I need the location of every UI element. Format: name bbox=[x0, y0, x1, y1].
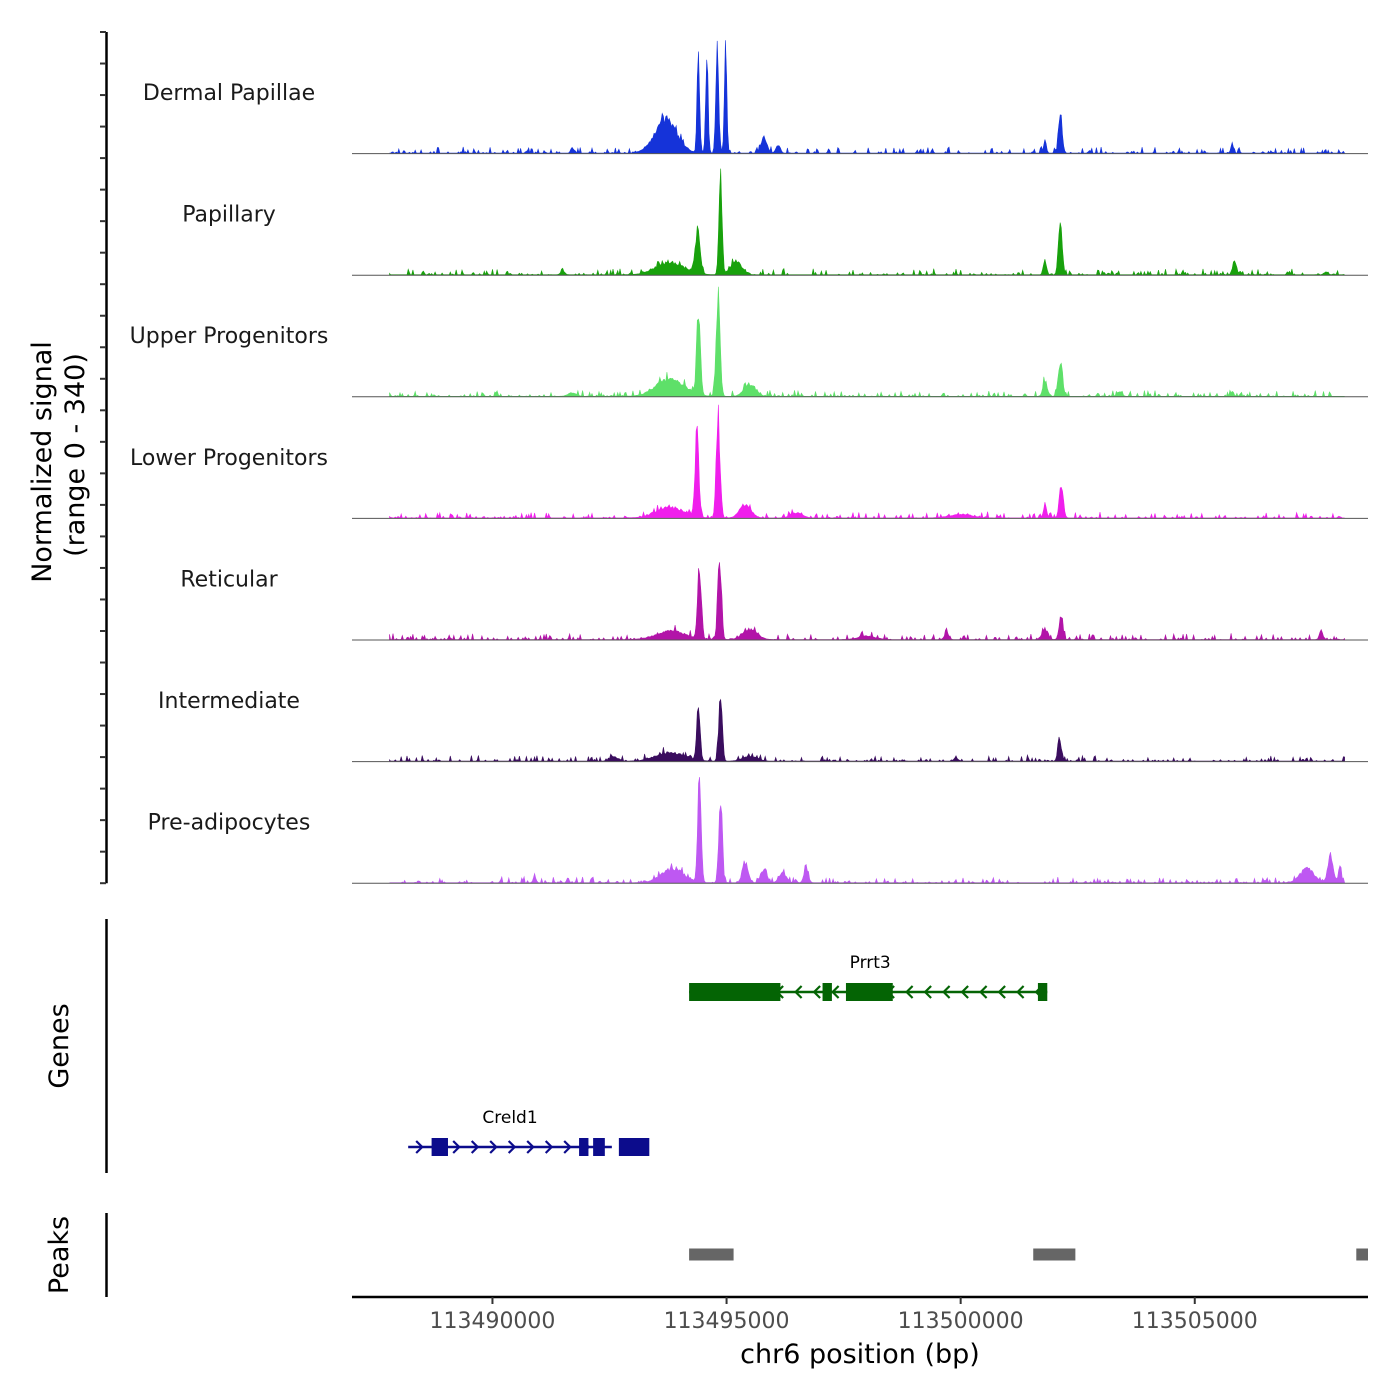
x-tick-label: 113490000 bbox=[429, 1309, 555, 1334]
strand-arrow bbox=[979, 985, 988, 999]
strand-arrow bbox=[452, 1140, 461, 1154]
strand-arrow bbox=[794, 985, 803, 999]
track-label: Lower Progenitors bbox=[130, 446, 328, 471]
x-tick-label: 113495000 bbox=[664, 1309, 790, 1334]
gene-exon bbox=[618, 1138, 650, 1156]
peak-region bbox=[689, 1248, 734, 1261]
y-axis-subtitle: (range 0 - 340) bbox=[60, 353, 91, 557]
signal-area bbox=[389, 776, 1345, 884]
track-label: Pre-adipocytes bbox=[148, 811, 311, 836]
signal-track bbox=[352, 40, 1368, 155]
genes-track-label: Genes bbox=[44, 1003, 75, 1088]
gene-creld1: Creld1 bbox=[408, 1108, 650, 1156]
y-axis-title: Normalized signal bbox=[27, 341, 58, 583]
signal-area bbox=[389, 286, 1345, 398]
gene-prrt3: Prrt3 bbox=[689, 953, 1048, 1001]
signal-track bbox=[352, 698, 1368, 763]
x-tick-label: 113500000 bbox=[898, 1309, 1024, 1334]
gene-label: Creld1 bbox=[482, 1108, 537, 1128]
gene-exon bbox=[593, 1138, 605, 1156]
signal-track bbox=[352, 168, 1368, 276]
gene-exon bbox=[1037, 983, 1048, 1001]
x-axis: 113490000 113495000 113500000 113505000 bbox=[352, 1295, 1368, 1334]
strand-arrow bbox=[526, 1140, 535, 1154]
strand-arrow bbox=[942, 985, 951, 999]
signal-track bbox=[352, 286, 1368, 398]
peak-region bbox=[1356, 1248, 1368, 1261]
x-tick-label: 113505000 bbox=[1132, 1309, 1258, 1334]
signal-track bbox=[352, 562, 1368, 641]
peak-track bbox=[105, 1213, 1368, 1297]
gene-track: Prrt3 Creld1 bbox=[105, 919, 1048, 1173]
track-label: Upper Progenitors bbox=[130, 324, 329, 349]
strand-arrow bbox=[812, 985, 821, 999]
strand-arrow bbox=[544, 1140, 554, 1154]
signal-area bbox=[389, 168, 1345, 276]
signal-area bbox=[389, 562, 1345, 641]
track-label: Papillary bbox=[182, 203, 276, 228]
strand-arrow bbox=[470, 1140, 480, 1154]
strand-arrow bbox=[489, 1140, 498, 1154]
gene-exon bbox=[579, 1138, 589, 1156]
signal-axis bbox=[100, 31, 108, 885]
strand-arrow bbox=[507, 1140, 517, 1154]
gene-exon bbox=[431, 1138, 448, 1156]
track-label: Dermal Papillae bbox=[143, 81, 315, 106]
signal-track bbox=[352, 404, 1368, 520]
gene-exon bbox=[689, 983, 781, 1001]
coverage-tracks bbox=[352, 40, 1368, 884]
strand-arrow bbox=[831, 985, 840, 999]
signal-area bbox=[389, 40, 1346, 155]
strand-arrow bbox=[1016, 985, 1025, 999]
strand-arrow bbox=[563, 1140, 572, 1154]
gene-exon bbox=[822, 983, 832, 1001]
signal-area bbox=[389, 404, 1345, 520]
gene-exon bbox=[845, 983, 893, 1001]
gene-label: Prrt3 bbox=[850, 953, 891, 973]
peak-region bbox=[1033, 1248, 1076, 1261]
track-label: Intermediate bbox=[158, 689, 300, 714]
track-label: Reticular bbox=[180, 567, 278, 592]
strand-arrow bbox=[960, 985, 969, 999]
x-axis-title: chr6 position (bp) bbox=[740, 1339, 980, 1370]
strand-arrow bbox=[905, 985, 914, 999]
strand-arrow bbox=[997, 985, 1006, 999]
strand-arrow bbox=[923, 985, 932, 999]
signal-track bbox=[352, 776, 1368, 884]
signal-area bbox=[389, 698, 1345, 763]
track-labels: Dermal Papillae Papillary Upper Progenitor… bbox=[130, 81, 329, 836]
strand-arrow bbox=[415, 1140, 424, 1154]
peaks-track-label: Peaks bbox=[44, 1216, 75, 1294]
